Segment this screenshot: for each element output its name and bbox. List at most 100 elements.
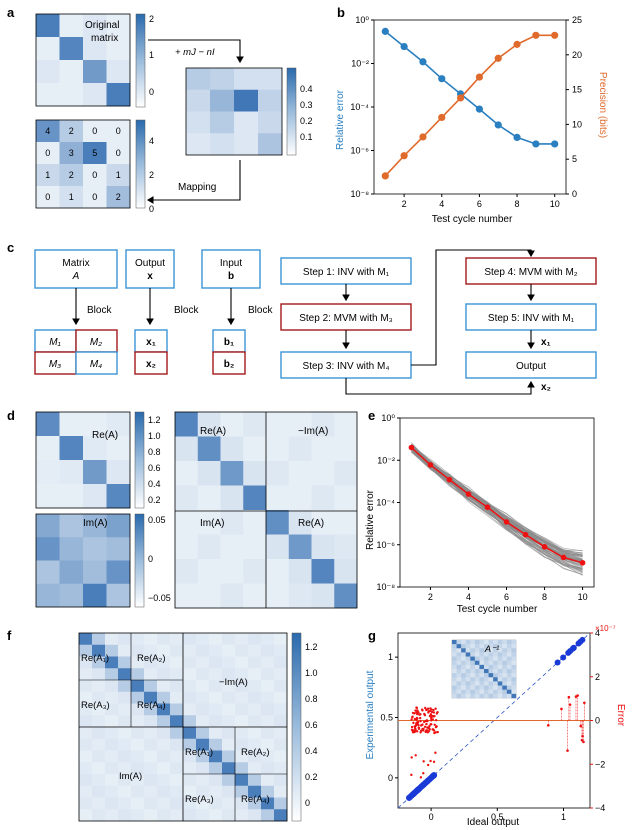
b-ytick-right-label: 20	[572, 50, 582, 60]
g-inset-cell	[502, 656, 508, 661]
f-cell	[157, 727, 171, 740]
f-cell	[170, 750, 184, 763]
g-error-point	[423, 725, 427, 728]
g-inset-cell	[493, 644, 498, 649]
g-inset-cell	[465, 693, 471, 699]
g-ytick-left-label: 0.5	[380, 712, 393, 722]
f-cell	[261, 797, 275, 810]
g-error-point	[422, 760, 425, 763]
b-ytick-left-label: 10⁻²	[351, 59, 369, 69]
f-cell	[118, 738, 132, 751]
f-cell	[79, 668, 93, 681]
trans-frame	[185, 67, 283, 156]
matrix-title: Matrix	[62, 258, 89, 269]
g-inset-cell	[488, 648, 494, 653]
d-re-cbar-tick: 0.6	[148, 463, 161, 473]
original-matrix-label-2: matrix	[91, 33, 118, 44]
g-error-point	[421, 729, 425, 732]
d-big-cell	[243, 510, 267, 535]
e-xlabel: Test cycle number	[457, 604, 538, 615]
g-inset-cell	[479, 640, 485, 645]
d-big-cell	[288, 485, 312, 511]
b-ytick-right-label: 0	[572, 189, 577, 199]
f-cell	[131, 703, 145, 716]
f-cell	[131, 797, 145, 810]
b-point	[438, 113, 446, 122]
f-cell	[209, 668, 223, 681]
orig-cbar-tick-0: 0	[149, 87, 154, 97]
orig-cell	[83, 83, 107, 107]
f-cell	[92, 691, 106, 704]
g-inset-cell	[506, 693, 512, 699]
f-cell	[196, 774, 210, 787]
f-cbar-tick: 0.4	[305, 746, 318, 756]
d-big-cell	[311, 510, 335, 535]
g-error-point	[412, 721, 415, 725]
mapped-value: 2	[116, 192, 121, 202]
d-big-cell	[175, 510, 199, 535]
e-xtick-label: 10	[578, 592, 588, 602]
d-re-cell	[59, 460, 84, 485]
g-inset-cell	[488, 693, 494, 699]
f-cell	[274, 774, 288, 787]
f-cell	[105, 774, 119, 787]
f-cell	[235, 656, 249, 669]
f-cell	[157, 785, 171, 798]
mapped-cell	[106, 186, 131, 209]
b-point	[513, 40, 521, 48]
g-inset-cell	[484, 640, 489, 645]
f-cell	[131, 715, 145, 728]
e-trial-line	[411, 443, 583, 555]
f-cell	[235, 750, 249, 763]
f-cell	[261, 703, 275, 716]
f-cell	[235, 727, 249, 740]
e-trial-line	[411, 443, 583, 558]
d-re-cell	[36, 412, 60, 437]
g-inset-cell	[470, 644, 476, 649]
mapped-matrix-heatmap: 4 2 0 0 0 3 5 0 1 2 0 1 0 1 0 2	[35, 119, 131, 209]
f-cell	[196, 656, 210, 669]
f-cell	[196, 644, 210, 657]
f-cell	[118, 680, 132, 693]
g-inset-cell	[484, 652, 489, 657]
g-inset-cell	[456, 660, 462, 666]
f-cell	[144, 738, 158, 751]
g-inset-cell	[488, 660, 494, 666]
original-colorbar	[135, 13, 146, 108]
step-1: Step 1: INV with M₁	[303, 267, 390, 278]
g-inset-cell	[470, 689, 476, 695]
f-cell	[131, 762, 145, 775]
out-x2: x₂	[541, 382, 551, 393]
g-inset-cell	[456, 664, 462, 670]
d-re-cell	[106, 460, 131, 485]
g-output-point	[554, 659, 561, 666]
g-inset-cell	[493, 669, 498, 674]
g-inset-cell	[479, 660, 485, 666]
block-m2: M₂	[90, 337, 102, 348]
f-cell	[183, 797, 197, 810]
e-trial-line	[411, 444, 583, 560]
f-cell	[196, 738, 210, 751]
transform-label: + mJ − nI	[175, 47, 215, 58]
e-trial-line	[411, 444, 583, 561]
f-label-re-a3: Re(A₃)	[81, 700, 110, 711]
e-trial-line	[411, 444, 583, 551]
b-ytick-right-label: 10	[572, 119, 582, 129]
f-cell	[183, 727, 197, 740]
d-big-cell	[311, 485, 335, 511]
map-cbar-tick: 4	[149, 136, 154, 146]
d-big-cell	[197, 559, 221, 584]
f-cell	[92, 633, 106, 646]
trans-cbar-tick: 0.1	[300, 132, 313, 142]
g-inset-cell	[493, 664, 498, 670]
b-point	[381, 27, 389, 35]
b-point	[419, 58, 427, 66]
f-cell	[92, 762, 106, 775]
f-cell	[209, 644, 223, 657]
g-error-point	[415, 711, 418, 714]
g-error-point	[430, 723, 433, 726]
d-big-cell	[197, 485, 221, 511]
g-inset-cell	[461, 677, 466, 682]
e-point	[560, 554, 567, 561]
f-cell	[248, 809, 262, 822]
